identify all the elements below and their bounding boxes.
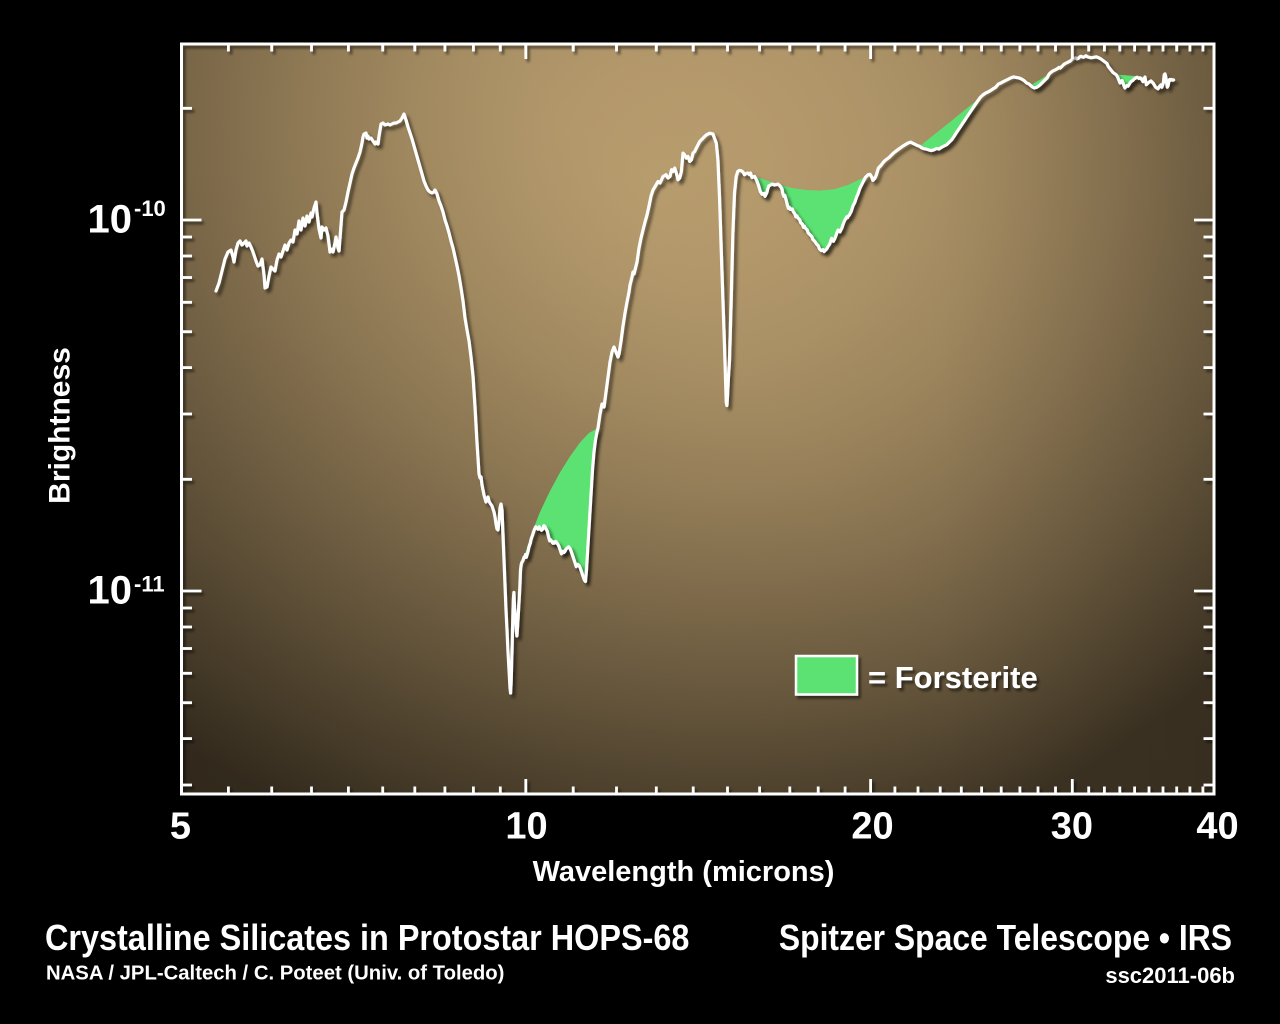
svg-text:-10: -10: [134, 196, 166, 221]
svg-text:10: 10: [505, 806, 547, 848]
svg-text:Wavelength (microns): Wavelength (microns): [533, 856, 835, 888]
svg-text:Brightness: Brightness: [44, 347, 77, 504]
svg-text:NASA / JPL-Caltech / C. Poteet: NASA / JPL-Caltech / C. Poteet (Univ. of…: [46, 963, 504, 985]
svg-text:= Forsterite: = Forsterite: [868, 660, 1038, 695]
svg-text:5: 5: [170, 806, 191, 848]
svg-text:30: 30: [1051, 806, 1093, 848]
svg-text:10: 10: [88, 198, 133, 242]
svg-text:10: 10: [88, 569, 133, 613]
svg-text:40: 40: [1196, 806, 1238, 848]
svg-text:ssc2011-06b: ssc2011-06b: [1105, 963, 1235, 988]
svg-text:Crystalline Silicates in Proto: Crystalline Silicates in Protostar HOPS-…: [45, 918, 689, 958]
svg-text:Spitzer Space Telescope • IRS: Spitzer Space Telescope • IRS: [779, 918, 1232, 958]
svg-text:-11: -11: [134, 572, 165, 597]
svg-text:20: 20: [851, 806, 893, 848]
